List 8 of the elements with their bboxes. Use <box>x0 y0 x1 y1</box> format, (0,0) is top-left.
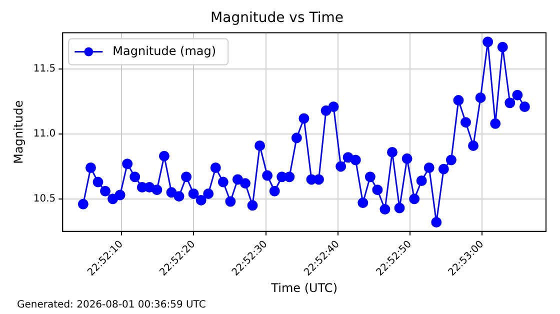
legend-label: Magnitude (mag) <box>112 44 216 58</box>
chart-title: Magnitude vs Time <box>210 10 344 26</box>
y-tick-label: 11.5 <box>33 64 56 75</box>
y-tick-label: 11.0 <box>33 128 56 140</box>
text: Generated: 2026-08-01 00:36:59 UTC <box>17 300 206 311</box>
y-axis-title: Magnitude <box>11 100 26 164</box>
y-tick-label: 10.5 <box>33 194 56 205</box>
x-axis-title: Time (UTC) <box>270 280 338 295</box>
